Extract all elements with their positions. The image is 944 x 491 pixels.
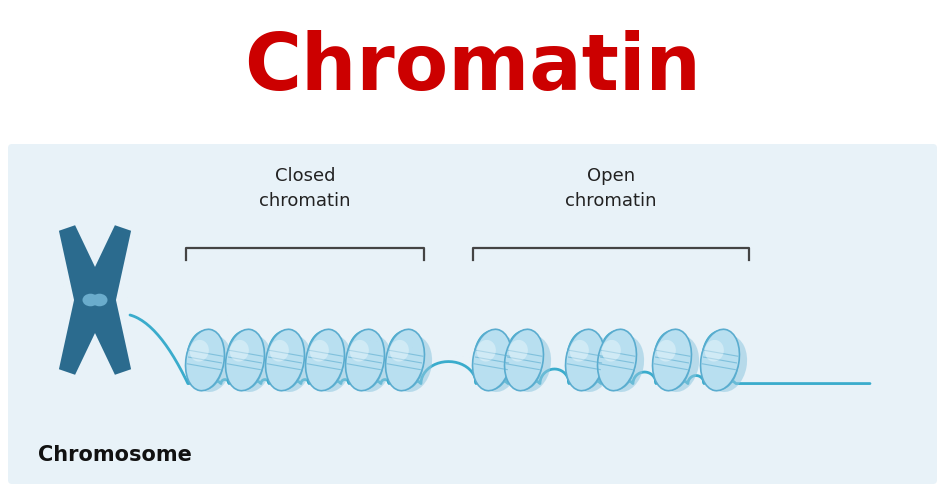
Ellipse shape bbox=[190, 340, 209, 361]
Ellipse shape bbox=[349, 340, 368, 361]
Ellipse shape bbox=[82, 294, 98, 306]
Ellipse shape bbox=[597, 329, 636, 391]
Polygon shape bbox=[59, 225, 107, 303]
Ellipse shape bbox=[226, 329, 264, 391]
Ellipse shape bbox=[704, 340, 723, 361]
Ellipse shape bbox=[231, 335, 272, 392]
Text: Open
chromatin: Open chromatin bbox=[565, 167, 656, 210]
Ellipse shape bbox=[477, 340, 496, 361]
Ellipse shape bbox=[271, 335, 312, 392]
Ellipse shape bbox=[652, 329, 691, 391]
Ellipse shape bbox=[389, 340, 409, 361]
Text: Chromosome: Chromosome bbox=[38, 445, 192, 465]
Ellipse shape bbox=[312, 335, 352, 392]
Ellipse shape bbox=[510, 335, 550, 392]
Ellipse shape bbox=[569, 340, 588, 361]
Ellipse shape bbox=[346, 329, 384, 391]
Ellipse shape bbox=[391, 335, 431, 392]
Ellipse shape bbox=[351, 335, 392, 392]
Polygon shape bbox=[83, 225, 131, 303]
Ellipse shape bbox=[508, 340, 528, 361]
Ellipse shape bbox=[478, 335, 518, 392]
Ellipse shape bbox=[504, 329, 543, 391]
Text: Chromatin: Chromatin bbox=[244, 30, 700, 106]
Ellipse shape bbox=[310, 340, 329, 361]
Ellipse shape bbox=[305, 329, 345, 391]
Ellipse shape bbox=[706, 335, 747, 392]
Ellipse shape bbox=[185, 329, 225, 391]
Ellipse shape bbox=[472, 329, 511, 391]
Ellipse shape bbox=[700, 329, 739, 391]
Ellipse shape bbox=[192, 335, 232, 392]
Ellipse shape bbox=[92, 294, 108, 306]
Polygon shape bbox=[83, 297, 131, 375]
FancyBboxPatch shape bbox=[8, 144, 936, 484]
Ellipse shape bbox=[265, 329, 304, 391]
Ellipse shape bbox=[385, 329, 424, 391]
Ellipse shape bbox=[658, 335, 699, 392]
Ellipse shape bbox=[571, 335, 612, 392]
Ellipse shape bbox=[269, 340, 289, 361]
Ellipse shape bbox=[229, 340, 248, 361]
Ellipse shape bbox=[656, 340, 675, 361]
Ellipse shape bbox=[565, 329, 604, 391]
Ellipse shape bbox=[601, 340, 620, 361]
Polygon shape bbox=[59, 297, 107, 375]
Text: Closed
chromatin: Closed chromatin bbox=[259, 167, 350, 210]
Ellipse shape bbox=[603, 335, 644, 392]
